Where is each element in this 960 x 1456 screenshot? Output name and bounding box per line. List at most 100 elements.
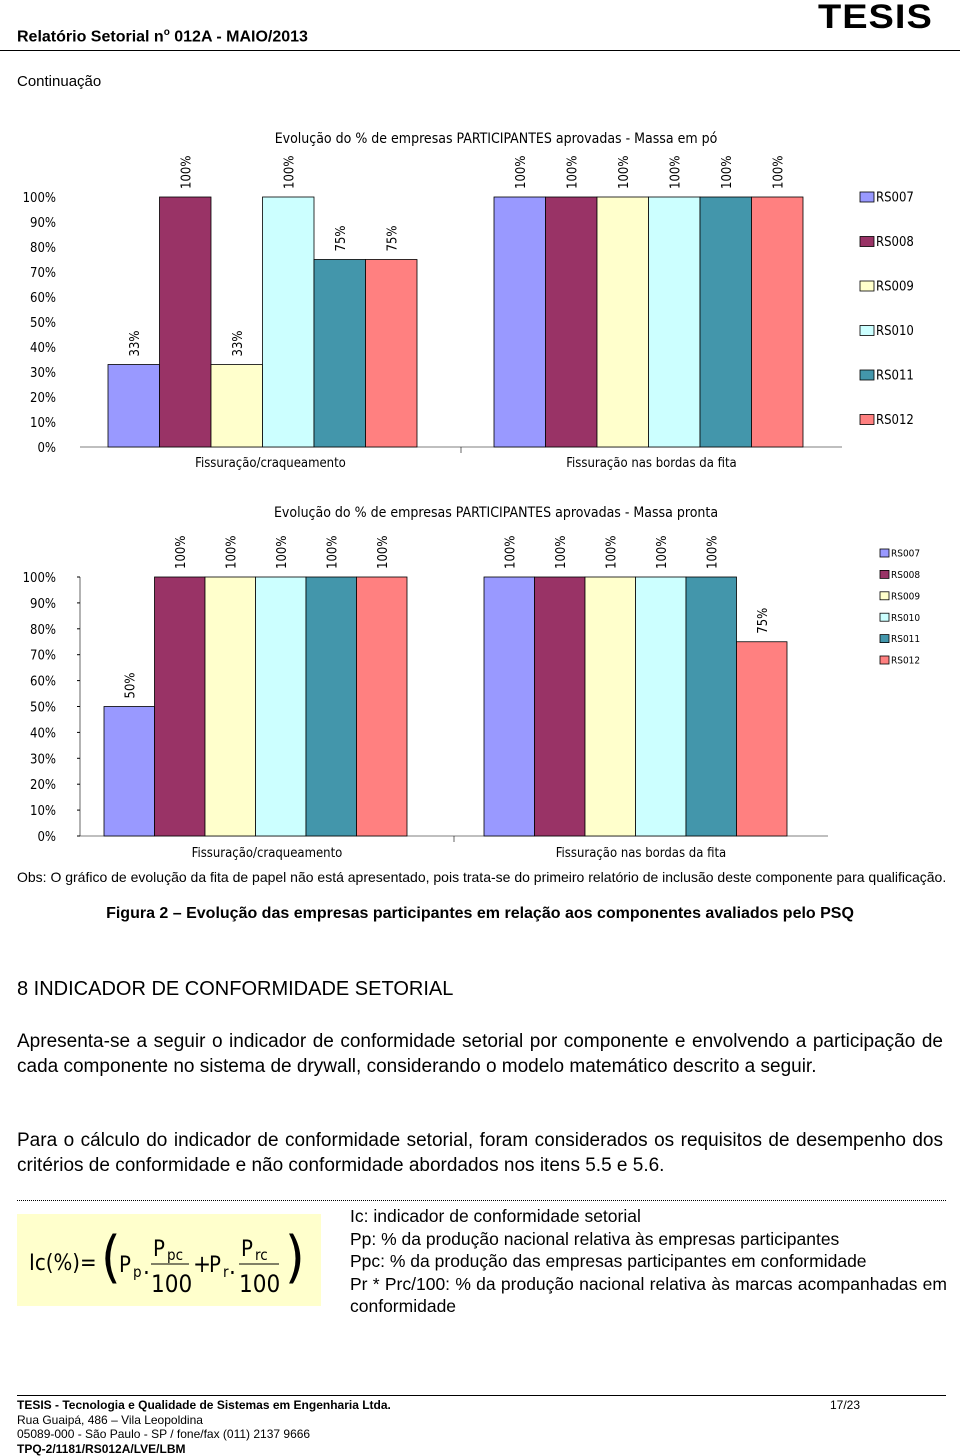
value-label: 100% <box>503 536 518 569</box>
continuation: Continuação <box>17 73 101 90</box>
y-tick-label: 50% <box>30 316 56 331</box>
legend-swatch <box>880 656 889 664</box>
formula: Ic(%)= ( P p . P pc 100 + P r . P rc 100… <box>17 1214 321 1306</box>
legend-swatch <box>860 281 874 291</box>
formula-text: p <box>133 1263 142 1281</box>
definitions: Ic: indicador de conformidade setorial P… <box>350 1205 947 1318</box>
value-label: 100% <box>376 536 391 569</box>
value-label: 100% <box>565 156 580 189</box>
y-tick-label: 0% <box>37 830 56 845</box>
value-label: 100% <box>655 536 670 569</box>
legend-label: RS010 <box>876 324 914 339</box>
y-tick-label: 60% <box>30 291 56 306</box>
bar <box>535 577 586 836</box>
logo: TESIS <box>818 0 933 37</box>
page-number: 17/23 <box>830 1398 860 1412</box>
definition: Pr * Prc/100: % da produção nacional rel… <box>350 1273 947 1318</box>
figure-caption: Figura 2 – Evolução das empresas partici… <box>0 905 960 923</box>
formula-text: rc <box>255 1246 268 1264</box>
formula-text: 100 <box>151 1270 192 1298</box>
paren: ( <box>101 1225 121 1290</box>
footer-rule <box>17 1395 946 1396</box>
bar <box>752 197 804 447</box>
legend-label: RS009 <box>891 591 920 602</box>
formula-text: P <box>119 1253 131 1278</box>
y-tick-label: 80% <box>30 241 56 256</box>
value-label: 100% <box>771 156 786 189</box>
bar <box>104 707 155 837</box>
x-tick-label: Fissuração nas bordas da fita <box>556 846 726 861</box>
formula-text: 100 <box>239 1270 280 1298</box>
header-title: Relatório Setorial no 012A - MAIO/2013 <box>17 27 308 46</box>
chart: Evolução do % de empresas PARTICIPANTES … <box>0 120 960 480</box>
value-label: 100% <box>179 156 194 189</box>
bar <box>585 577 636 836</box>
bar <box>256 577 307 836</box>
y-tick-label: 30% <box>30 752 56 767</box>
chart-title: Evolução do % de empresas PARTICIPANTES … <box>274 505 718 521</box>
legend-label: RS010 <box>891 613 920 624</box>
y-tick-label: 30% <box>30 366 56 381</box>
y-tick-label: 10% <box>30 416 56 431</box>
formula-text: P <box>153 1237 165 1262</box>
bar <box>314 260 366 448</box>
footer-text: TESIS - Tecnologia e Qualidade de Sistem… <box>17 1398 391 1413</box>
value-label: 100% <box>174 536 189 569</box>
footer-text: 05089-000 - São Paulo - SP / fone/fax (0… <box>17 1427 391 1442</box>
formula-text: . <box>143 1252 150 1280</box>
definition: Pp: % da produção nacional relativa às e… <box>350 1228 947 1251</box>
y-tick-label: 0% <box>37 441 56 456</box>
bar <box>366 260 418 448</box>
rule <box>17 1200 946 1201</box>
legend-label: RS007 <box>876 191 914 206</box>
value-label: 33% <box>231 331 246 357</box>
y-tick-label: 60% <box>30 675 56 690</box>
y-tick-label: 20% <box>30 391 56 406</box>
bar <box>649 197 701 447</box>
paren: ) <box>285 1225 305 1290</box>
section-heading: 8 INDICADOR DE CONFORMIDADE SETORIAL <box>17 978 453 1001</box>
legend-label: RS011 <box>876 369 914 384</box>
formula-text: P <box>209 1253 221 1278</box>
formula-text: Ic(%)= <box>29 1251 97 1276</box>
value-label: 100% <box>705 536 720 569</box>
bar <box>211 365 263 448</box>
legend-label: RS008 <box>891 570 920 581</box>
bar <box>160 197 212 447</box>
value-label: 100% <box>668 156 683 189</box>
definition: Ic: indicador de conformidade setorial <box>350 1205 947 1228</box>
legend-label: RS008 <box>876 235 914 250</box>
y-tick-label: 40% <box>30 726 56 741</box>
legend-swatch <box>860 370 874 380</box>
obs: Obs: O gráfico de evolução da fita de pa… <box>17 868 947 886</box>
x-tick-label: Fissuração nas bordas da fita <box>566 456 736 471</box>
legend-swatch <box>880 549 889 557</box>
definition: Ppc: % da produção das empresas particip… <box>350 1250 947 1273</box>
bar <box>306 577 357 836</box>
legend-label: RS009 <box>876 280 914 295</box>
legend-swatch <box>860 326 874 336</box>
legend-swatch <box>860 237 874 247</box>
formula-text: . <box>229 1252 236 1280</box>
y-tick-label: 10% <box>30 804 56 819</box>
paragraph: Para o cálculo do indicador de conformid… <box>17 1128 943 1178</box>
y-tick-label: 90% <box>30 597 56 612</box>
value-label: 100% <box>275 536 290 569</box>
chart-title: Evolução do % de empresas PARTICIPANTES … <box>275 131 718 147</box>
x-tick-label: Fissuração/craqueamento <box>192 846 343 861</box>
y-tick-label: 50% <box>30 701 56 716</box>
bar <box>686 577 737 836</box>
bar <box>636 577 687 836</box>
footer-text: Rua Guaipá, 486 – Vila Leopoldina <box>17 1413 391 1428</box>
formula-text: pc <box>167 1246 183 1264</box>
legend-swatch <box>860 192 874 202</box>
value-label: 33% <box>128 331 143 357</box>
x-tick-label: Fissuração/craqueamento <box>195 456 346 471</box>
formula-text: P <box>241 1237 253 1262</box>
bar <box>494 197 546 447</box>
value-label: 100% <box>720 156 735 189</box>
legend-swatch <box>880 613 889 621</box>
bar <box>155 577 206 836</box>
paragraph: Apresenta-se a seguir o indicador de con… <box>17 1029 943 1079</box>
